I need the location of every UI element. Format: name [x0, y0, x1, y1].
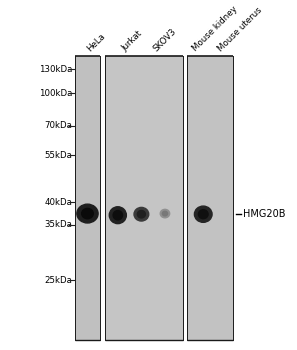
Bar: [75, 56, 100, 340]
Ellipse shape: [77, 204, 98, 223]
Text: 55kDa: 55kDa: [44, 150, 72, 160]
Text: 130kDa: 130kDa: [39, 64, 72, 74]
Bar: [187, 56, 233, 340]
Text: SKOV3: SKOV3: [151, 27, 178, 54]
Ellipse shape: [195, 206, 212, 222]
Ellipse shape: [113, 211, 123, 220]
Ellipse shape: [198, 210, 208, 219]
Text: 25kDa: 25kDa: [44, 276, 72, 285]
Ellipse shape: [137, 210, 146, 218]
Text: 70kDa: 70kDa: [44, 121, 72, 130]
Text: Mouse uterus: Mouse uterus: [216, 6, 264, 54]
Ellipse shape: [160, 209, 170, 218]
Bar: [105, 56, 183, 340]
Ellipse shape: [162, 211, 168, 216]
Text: 40kDa: 40kDa: [44, 198, 72, 207]
Ellipse shape: [109, 207, 126, 224]
Text: Mouse kidney: Mouse kidney: [191, 5, 240, 54]
Text: 100kDa: 100kDa: [39, 89, 72, 98]
Text: HMG20B: HMG20B: [243, 209, 286, 219]
Text: Jurkat: Jurkat: [120, 29, 144, 54]
Ellipse shape: [82, 208, 93, 219]
Ellipse shape: [134, 208, 149, 221]
Text: HeLa: HeLa: [85, 32, 107, 54]
Text: 35kDa: 35kDa: [44, 220, 72, 230]
